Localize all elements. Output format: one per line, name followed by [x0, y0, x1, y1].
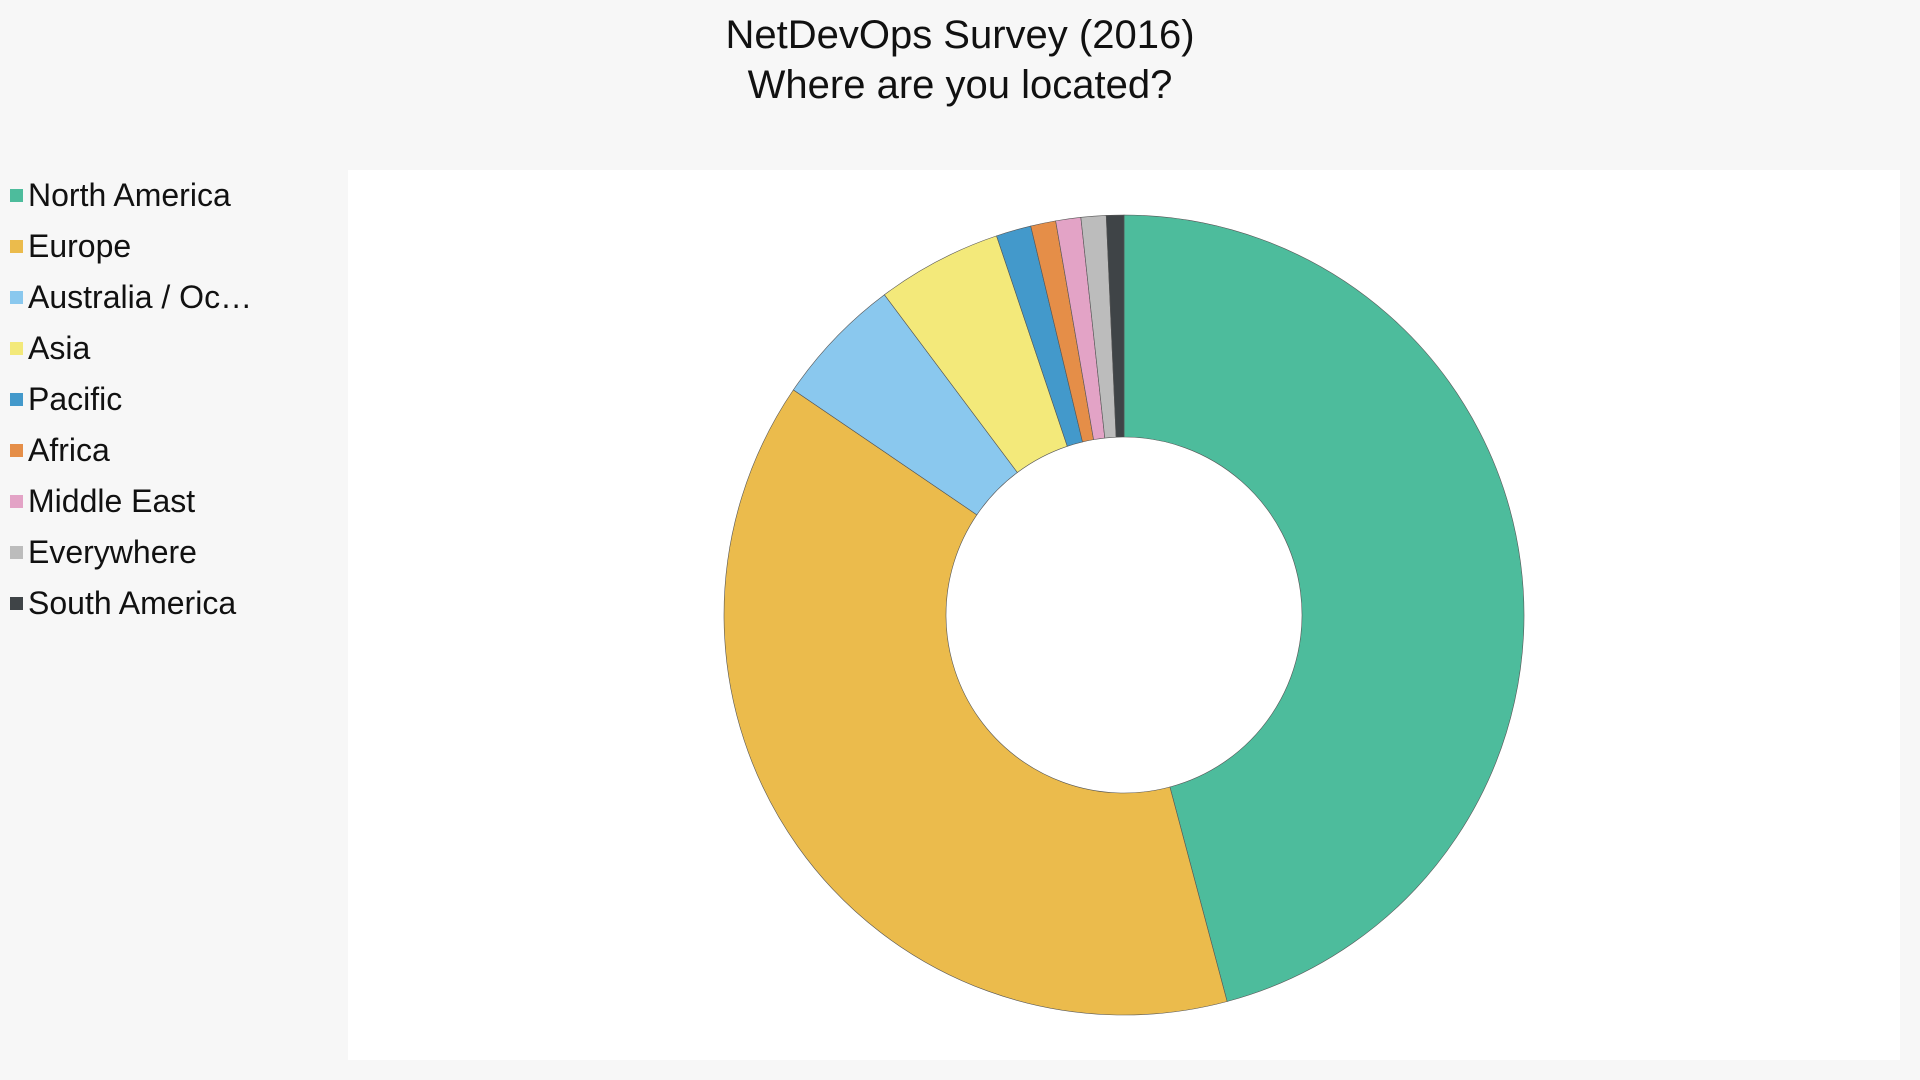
plot-area — [348, 170, 1900, 1060]
chart-title: NetDevOps Survey (2016) — [725, 13, 1195, 57]
donut-chart — [723, 214, 1525, 1016]
donut-slice — [1105, 214, 1125, 438]
legend-item: Pacific — [10, 374, 340, 425]
legend-swatch — [10, 546, 23, 559]
legend-label: Pacific — [28, 381, 123, 417]
legend-swatch — [10, 291, 23, 304]
legend-item: North America — [10, 170, 340, 221]
legend-item: Africa — [10, 425, 340, 476]
legend-swatch — [10, 342, 23, 355]
legend-item: Middle East — [10, 476, 340, 527]
legend-item: South America — [10, 578, 340, 629]
legend-item: Everywhere — [10, 527, 340, 578]
legend-swatch — [10, 189, 23, 202]
donut-slice — [723, 389, 1228, 1016]
chart-title-block: NetDevOps Survey (2016) Where are you lo… — [0, 10, 1920, 110]
legend-label: Europe — [28, 228, 132, 264]
legend-swatch — [10, 495, 23, 508]
legend-label: South America — [28, 585, 237, 621]
legend-swatch — [10, 393, 23, 406]
legend-label: Africa — [28, 432, 110, 468]
legend-item: Europe — [10, 221, 340, 272]
legend-item: Australia / Oc… — [10, 272, 340, 323]
legend-label: Australia / Oc… — [28, 279, 253, 315]
legend-item: Asia — [10, 323, 340, 374]
donut-slice — [1123, 214, 1525, 1002]
legend-swatch — [10, 597, 23, 610]
legend-label: Everywhere — [28, 534, 197, 570]
chart-subtitle: Where are you located? — [747, 63, 1173, 107]
legend-label: Asia — [28, 330, 91, 366]
legend-label: North America — [28, 177, 231, 213]
chart-legend: North America Europe Australia / Oc… Asia Pa… — [10, 170, 340, 629]
legend-swatch — [10, 444, 23, 457]
legend-swatch — [10, 240, 23, 253]
legend-label: Middle East — [28, 483, 196, 519]
